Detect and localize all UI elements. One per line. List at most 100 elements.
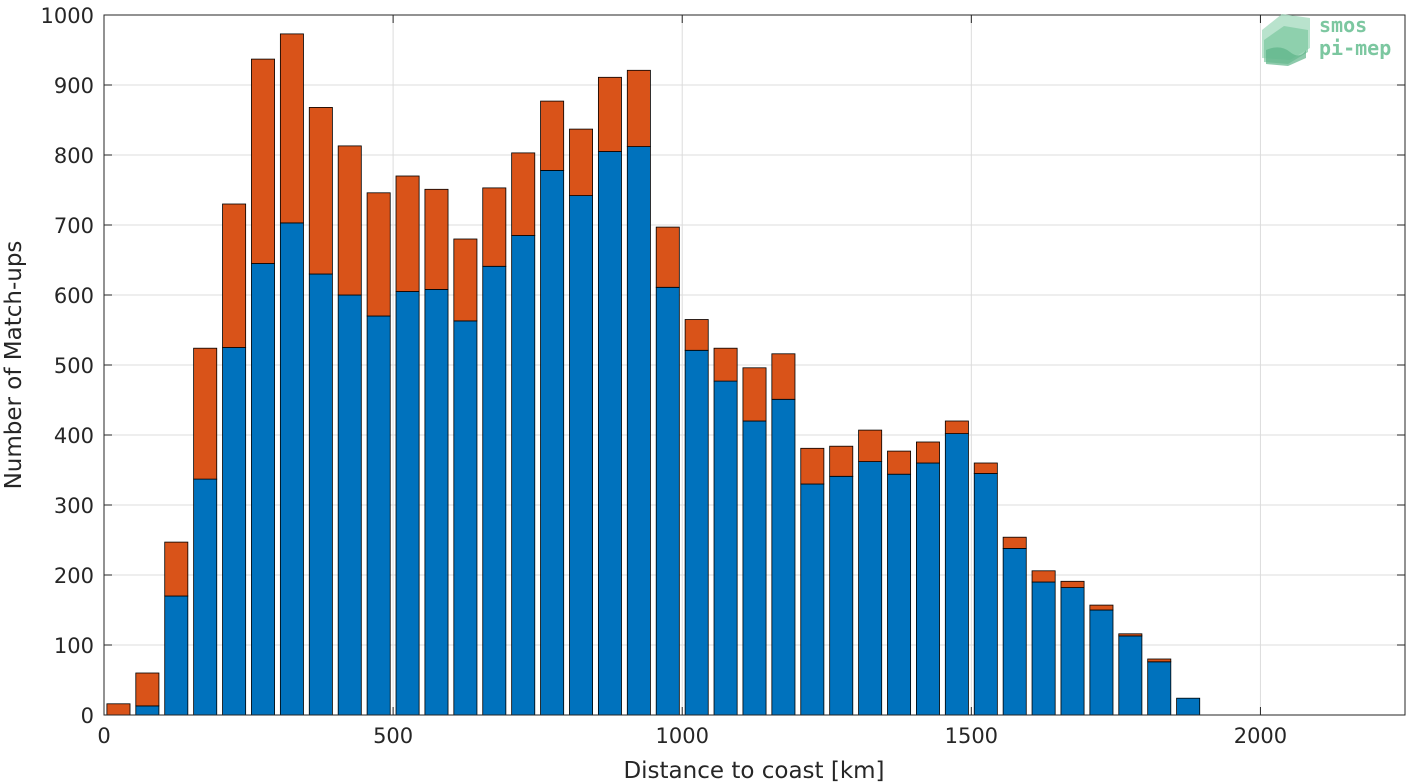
- bar-series2: [800, 447, 825, 485]
- bar-series1: [251, 263, 275, 716]
- y-tick-label: 400: [54, 424, 94, 448]
- x-tick-label: 1000: [655, 724, 708, 748]
- bar-series2: [973, 462, 998, 474]
- bar-series1: [858, 461, 883, 716]
- x-tick-label: 2000: [1234, 724, 1287, 748]
- bar-series1: [395, 291, 420, 716]
- bar-series2: [337, 145, 362, 296]
- y-tick-label: 200: [54, 564, 94, 588]
- bar-series1: [222, 347, 247, 716]
- bar-series2: [308, 107, 333, 275]
- bar-series1: [1031, 581, 1056, 716]
- bar-series2: [222, 203, 247, 348]
- bar-series2: [540, 100, 565, 171]
- x-tick-label: 0: [97, 724, 110, 748]
- y-tick-label: 800: [54, 144, 94, 168]
- y-tick-label: 900: [54, 74, 94, 98]
- bar-series1: [540, 169, 565, 716]
- bar-series1: [887, 473, 912, 716]
- x-tick-label: 500: [373, 724, 413, 748]
- bar-series2: [916, 441, 940, 464]
- y-tick-label: 500: [54, 354, 94, 378]
- y-tick-label: 100: [54, 634, 94, 658]
- bar-series1: [655, 286, 680, 716]
- bar-series2: [1060, 580, 1085, 588]
- bar-series2: [771, 353, 796, 400]
- bar-series2: [395, 175, 420, 292]
- bar-series2: [1089, 604, 1114, 611]
- bar-series2: [655, 226, 680, 288]
- bar-series1: [800, 483, 825, 716]
- smos-pi-mep-logo: smos pi-mep: [1262, 13, 1391, 66]
- bar-series1: [193, 478, 218, 716]
- bar-series2: [829, 445, 854, 477]
- bar-series1: [569, 195, 593, 716]
- bar-series1: [1089, 609, 1114, 716]
- y-axis-title: Number of Match-ups: [1, 241, 27, 490]
- logo-line1: smos: [1319, 13, 1367, 37]
- bar-series1: [164, 595, 189, 716]
- logo-mark-icon: [1262, 14, 1310, 66]
- bar-series1: [973, 473, 998, 716]
- bar-series2: [251, 58, 275, 264]
- bar-series1: [1002, 548, 1027, 716]
- bar-series1: [1118, 635, 1143, 716]
- x-axis-ticks: 0 500 1000 1500 2000: [97, 15, 1287, 748]
- bar-series2: [713, 347, 738, 382]
- y-tick-label: 300: [54, 494, 94, 518]
- bar-series1: [742, 420, 767, 716]
- bar-series2: [193, 347, 218, 480]
- bar-series1: [626, 146, 651, 716]
- bar-series1: [337, 294, 362, 716]
- bar-series2: [511, 152, 536, 236]
- bar-series2: [887, 450, 912, 475]
- bar-series1: [1176, 697, 1201, 716]
- y-tick-label: 0: [81, 704, 94, 728]
- bar-series2: [1118, 633, 1143, 637]
- bar-series2: [106, 703, 131, 716]
- y-tick-label: 700: [54, 214, 94, 238]
- bar-series1: [135, 705, 160, 716]
- bar-series1: [511, 235, 536, 716]
- bar-series1: [279, 222, 304, 716]
- bar-series1: [713, 380, 738, 716]
- y-tick-label: 1000: [41, 4, 94, 28]
- bar-series1: [1060, 587, 1085, 716]
- bar-series2: [366, 192, 391, 317]
- bar-series1: [597, 151, 622, 716]
- bar-series2: [453, 238, 478, 322]
- y-axis-ticks: 0 100 200 300 400 500 600 700 800 900 1000: [41, 4, 1405, 728]
- bar-series2: [279, 33, 304, 224]
- bar-series1: [829, 475, 854, 716]
- bar-series2: [742, 367, 767, 422]
- bar-series1: [1147, 661, 1172, 716]
- bar-series1: [453, 320, 478, 716]
- bar-series2: [482, 187, 507, 267]
- logo-line2: pi-mep: [1319, 36, 1391, 60]
- bar-series2: [1002, 536, 1027, 549]
- bar-series1: [916, 462, 940, 716]
- bar-series1: [366, 315, 391, 716]
- bar-series1: [424, 288, 449, 716]
- bar-series1: [482, 265, 507, 716]
- bar-series2: [1031, 570, 1056, 583]
- bar-series1: [684, 349, 709, 716]
- x-axis-title: Distance to coast [km]: [623, 758, 884, 783]
- bar-series2: [626, 69, 651, 148]
- bar-series2: [944, 420, 969, 434]
- bars: [106, 33, 1201, 716]
- x-tick-label: 1500: [945, 724, 998, 748]
- bar-series1: [308, 273, 333, 716]
- bar-series2: [858, 429, 883, 463]
- bar-series2: [684, 319, 709, 351]
- bar-series1: [944, 433, 969, 716]
- bar-series2: [164, 541, 189, 597]
- bar-series2: [1147, 658, 1172, 663]
- bar-series2: [569, 128, 593, 197]
- bar-series2: [424, 188, 449, 290]
- bar-series2: [597, 76, 622, 152]
- bar-series2: [135, 672, 160, 707]
- y-tick-label: 600: [54, 284, 94, 308]
- bar-series1: [771, 398, 796, 716]
